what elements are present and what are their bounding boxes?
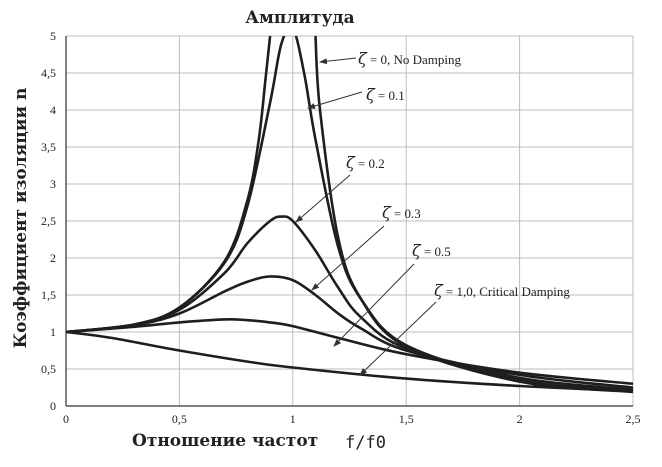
grid [65,35,634,407]
y-tick-label: 2 [50,251,56,265]
y-tick-label: 1,5 [41,288,56,302]
series-label-text: = 0.5 [421,244,451,259]
zeta-symbol: ζ [382,203,392,222]
y-tick-label: 3 [50,177,56,191]
x-tick-label: 0 [63,412,69,426]
y-tick-label: 0 [50,399,56,413]
annotation-arrows [295,57,437,376]
x-tick-label: 2,5 [626,412,641,426]
series-arrow [295,174,351,223]
series-label: ζ = 1,0, Critical Damping [434,281,570,300]
curves [66,36,633,394]
x-tick-label: 2 [517,412,523,426]
curve-zeta-1 [66,330,633,393]
axes [65,36,633,407]
curve-zeta-0-5 [66,318,633,386]
tick-labels: 0 0,5 1 1,5 2 2,5 0 0,5 1 1,5 2 2,5 3 3,5 4 4,5 5 [41,29,641,426]
curve-zeta-0-1 [66,36,633,393]
chart-title: Амплитуда [245,8,354,28]
y-tick-label: 2,5 [41,214,56,228]
y-tick-label: 1 [50,325,56,339]
x-axis-ratio-label: f/f0 [345,433,386,453]
series-label: ζ = 0.1 [366,85,405,104]
series-label-text: = 0.3 [391,206,421,221]
series-arrow [359,301,437,376]
y-tick-label: 5 [50,29,56,43]
series-arrow [319,57,357,65]
y-tick-label: 4,5 [41,66,56,80]
zeta-symbol: ζ [358,49,368,68]
series-arrow [333,263,415,347]
series-label-text: = 0, No Damping [367,52,462,67]
series-label: ζ = 0.5 [412,241,451,260]
series-label: ζ = 0.2 [346,153,385,172]
zeta-symbol: ζ [346,153,356,172]
series-label: ζ = 0, No Damping [358,49,462,68]
series-arrow [307,91,363,109]
series-label-text: = 1,0, Critical Damping [443,284,571,299]
x-axis-label: Отношение частот [132,431,318,451]
series-label-text: = 0.2 [355,156,385,171]
series-arrow [311,225,385,291]
y-tick-label: 0,5 [41,362,56,376]
y-tick-label: 4 [50,103,56,117]
x-tick-label: 0,5 [172,412,187,426]
zeta-symbol: ζ [434,281,444,300]
zeta-symbol: ζ [412,241,422,260]
curve-zeta-0-2 [66,215,633,391]
series-label-text: = 0.1 [375,88,405,103]
series-label: ζ = 0.3 [382,203,421,222]
zeta-symbol: ζ [366,85,376,104]
x-tick-label: 1,5 [399,412,414,426]
x-tick-label: 1 [290,412,296,426]
y-axis-label: Коэффициент изоляции n [11,88,31,349]
curve-zeta-0-right [314,36,633,394]
y-tick-label: 3,5 [41,140,56,154]
